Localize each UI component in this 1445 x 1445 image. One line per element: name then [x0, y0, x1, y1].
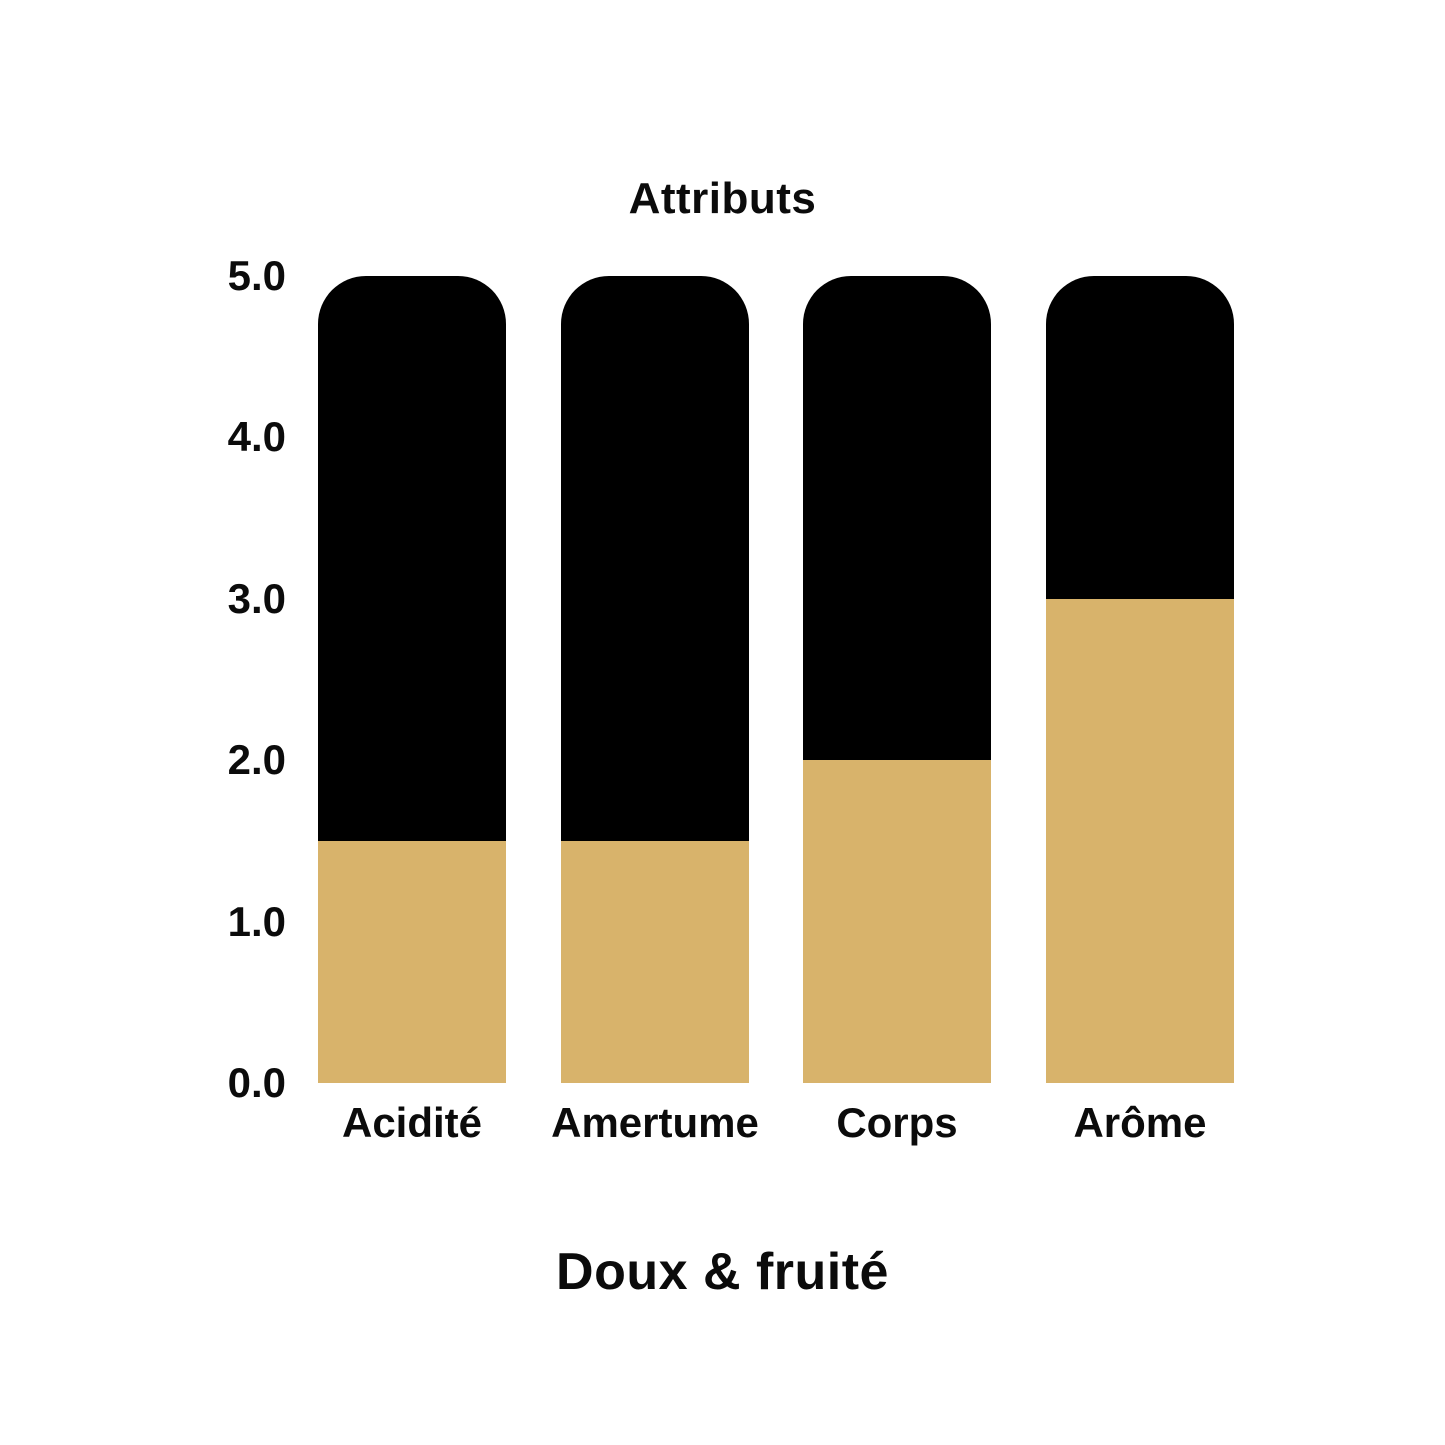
y-axis-tick-label: 2.0	[227, 736, 286, 783]
bar-3-fill	[803, 760, 991, 1083]
y-axis-tick-label: 0.0	[227, 1059, 286, 1106]
x-axis-category-label: Corps	[836, 1099, 958, 1146]
x-axis-category-label: Arôme	[1073, 1099, 1207, 1146]
y-axis-tick-label: 4.0	[227, 413, 286, 460]
bar-2-fill	[561, 841, 749, 1083]
y-axis-tick-label: 5.0	[227, 252, 286, 299]
chart-subtitle: Doux & fruité	[556, 1243, 889, 1301]
bar-4-fill	[1046, 599, 1234, 1083]
y-axis-tick-label: 1.0	[227, 898, 286, 945]
bar-2-track	[561, 276, 749, 1083]
bar-3-track	[803, 276, 991, 1083]
bar-1-track	[318, 276, 506, 1083]
x-axis-category-label: Amertume	[551, 1099, 759, 1146]
x-axis-category-label: Acidité	[341, 1099, 483, 1146]
y-axis-tick-label: 3.0	[227, 575, 286, 622]
chart-title: Attributs	[628, 174, 817, 223]
bar-1-fill	[318, 841, 506, 1083]
bar-4-track	[1046, 276, 1234, 1083]
